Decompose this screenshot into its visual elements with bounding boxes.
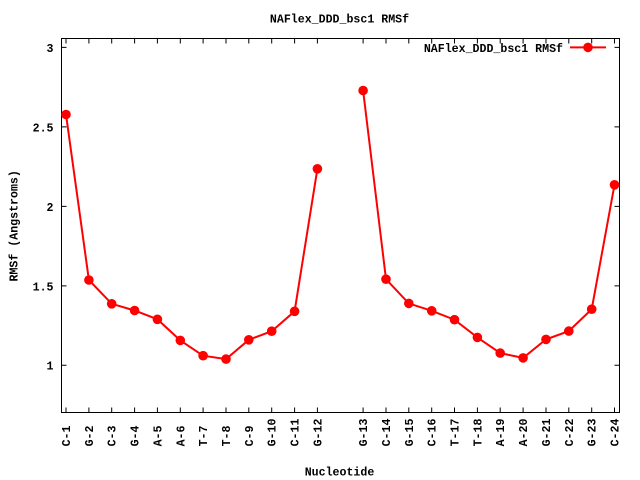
svg-text:A-20: A-20 [518, 419, 531, 447]
svg-text:Nucleotide: Nucleotide [305, 467, 375, 480]
svg-text:G-15: G-15 [404, 419, 417, 447]
svg-text:G-4: G-4 [130, 425, 143, 446]
svg-text:C-3: C-3 [107, 425, 120, 446]
svg-text:G-2: G-2 [84, 425, 97, 446]
svg-text:G-10: G-10 [267, 419, 280, 447]
svg-text:T-7: T-7 [198, 425, 211, 446]
svg-text:A-6: A-6 [175, 425, 188, 446]
svg-text:2.5: 2.5 [33, 122, 54, 135]
svg-text:1: 1 [47, 361, 54, 374]
svg-text:T-8: T-8 [221, 425, 234, 446]
svg-text:A-19: A-19 [495, 419, 508, 447]
svg-text:3: 3 [47, 43, 54, 56]
svg-text:C-9: C-9 [244, 425, 257, 446]
svg-text:C-16: C-16 [427, 419, 440, 447]
svg-text:RMSf (Angstroms): RMSf (Angstroms) [9, 170, 22, 281]
svg-text:C-24: C-24 [610, 419, 623, 447]
svg-text:T-18: T-18 [472, 419, 485, 447]
svg-text:NAFlex_DDD_bsc1 RMSf: NAFlex_DDD_bsc1 RMSf [270, 14, 409, 27]
svg-text:G-12: G-12 [312, 419, 325, 447]
svg-text:T-17: T-17 [450, 419, 463, 447]
svg-text:C-11: C-11 [290, 419, 303, 447]
svg-text:C-1: C-1 [61, 425, 74, 446]
svg-text:NAFlex_DDD_bsc1 RMSf: NAFlex_DDD_bsc1 RMSf [424, 43, 563, 56]
svg-text:G-21: G-21 [541, 419, 554, 447]
svg-text:1.5: 1.5 [33, 281, 54, 294]
svg-text:G-13: G-13 [358, 419, 371, 447]
svg-text:2: 2 [47, 202, 54, 215]
svg-text:C-22: C-22 [564, 419, 577, 447]
svg-text:A-5: A-5 [152, 425, 165, 446]
svg-text:C-14: C-14 [381, 419, 394, 447]
svg-text:G-23: G-23 [587, 419, 600, 447]
